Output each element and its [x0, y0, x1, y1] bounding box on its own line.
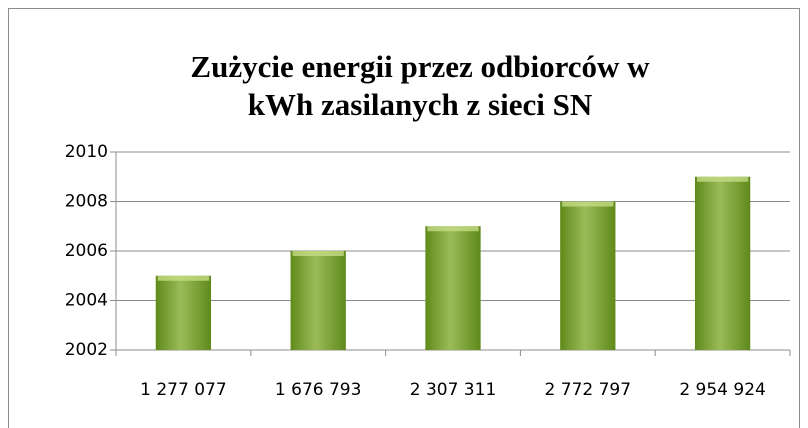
- y-tick-label: 2006: [65, 241, 108, 261]
- y-tick-label: 2002: [65, 340, 108, 360]
- bar: [290, 251, 346, 350]
- chart-title: Zużycie energii przez odbiorców w: [190, 49, 650, 84]
- chart-title: kWh zasilanych z sieci SN: [248, 87, 592, 122]
- y-tick-label: 2010: [65, 142, 108, 162]
- bar-cap: [292, 251, 344, 256]
- y-tick-label: 2008: [65, 192, 108, 212]
- x-tick-label: 1 277 077: [140, 380, 227, 400]
- bar-cap: [696, 176, 749, 182]
- bar-cap: [562, 201, 614, 207]
- bar: [560, 201, 616, 350]
- y-tick-label: 2004: [65, 291, 108, 311]
- x-tick-label: 2 772 797: [545, 380, 632, 400]
- bar-cap: [157, 275, 210, 281]
- bar: [694, 176, 751, 350]
- x-tick-label: 1 676 793: [275, 380, 362, 400]
- x-tick-label: 2 954 924: [679, 380, 766, 400]
- bar: [155, 275, 212, 350]
- bar-cap: [427, 226, 479, 232]
- chart-border: [8, 8, 800, 428]
- bar: [425, 226, 481, 350]
- x-tick-label: 2 307 311: [410, 380, 497, 400]
